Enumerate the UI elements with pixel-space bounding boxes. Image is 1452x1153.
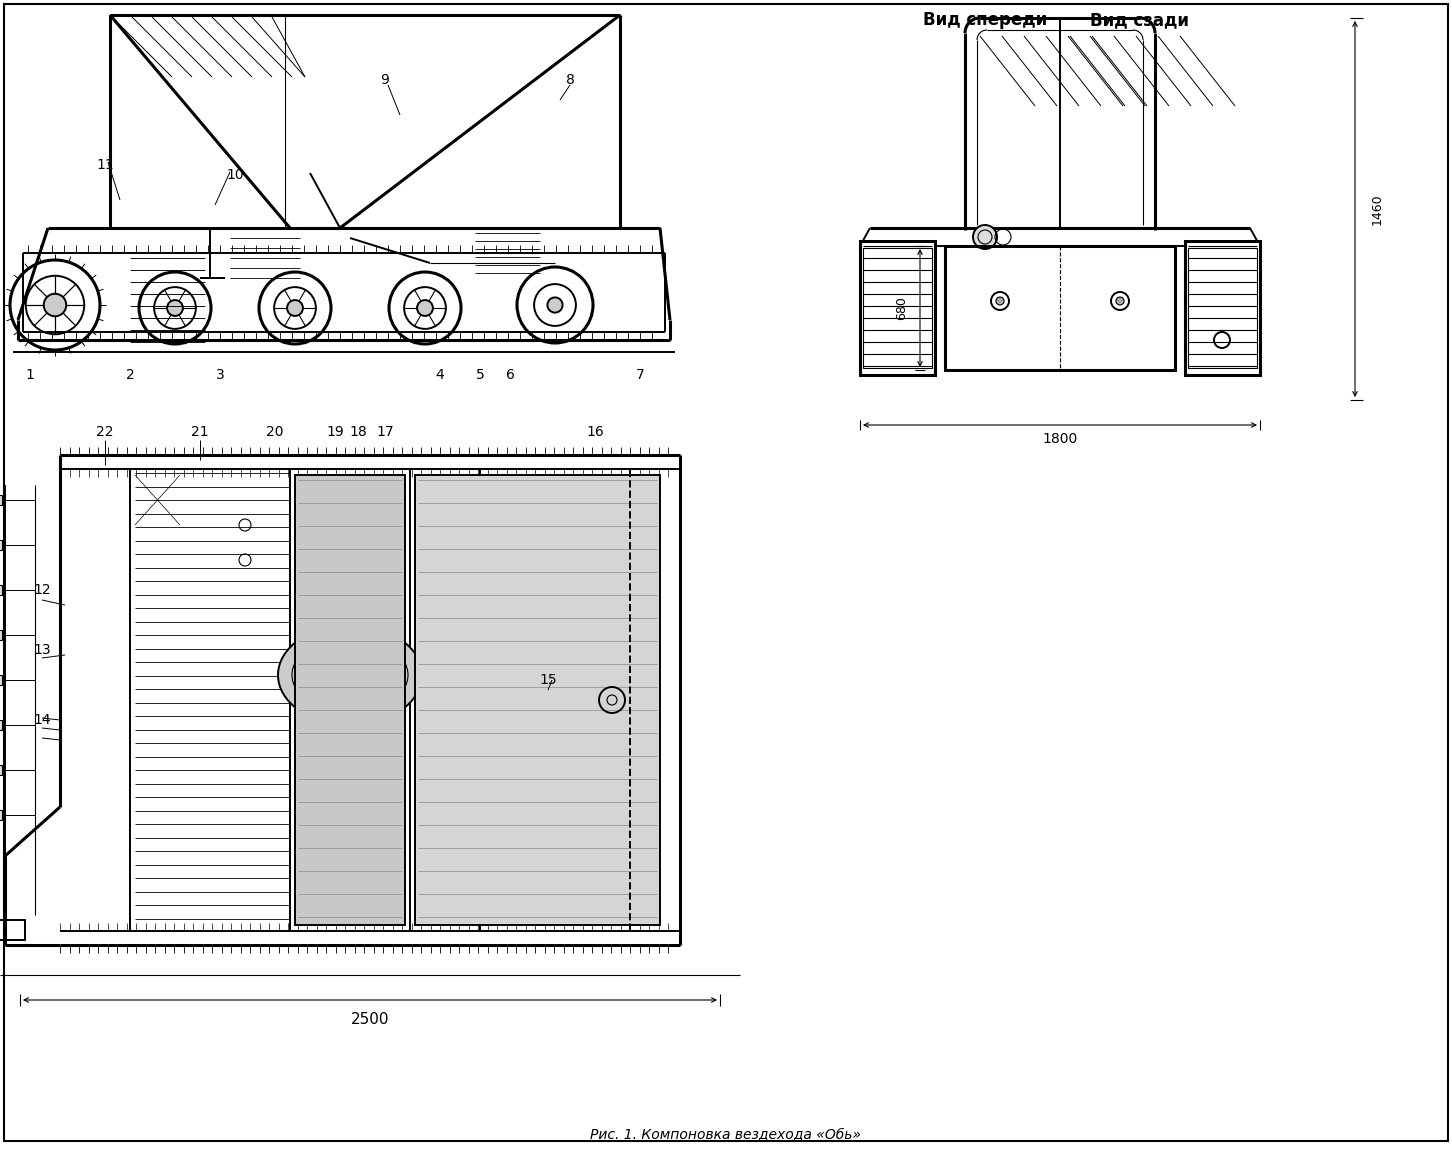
Circle shape <box>348 660 380 691</box>
Bar <box>862 248 932 368</box>
Bar <box>295 475 405 925</box>
Circle shape <box>44 294 67 316</box>
Bar <box>0 585 1 595</box>
Bar <box>0 811 1 820</box>
Text: 1: 1 <box>26 368 35 382</box>
Bar <box>415 475 661 925</box>
Bar <box>0 630 1 640</box>
Bar <box>0 719 1 730</box>
Bar <box>1188 248 1257 368</box>
Text: 8: 8 <box>566 73 575 86</box>
Text: 3: 3 <box>216 368 225 382</box>
Text: 20: 20 <box>266 425 283 439</box>
Ellipse shape <box>277 625 423 725</box>
Text: Рис. 1. Компоновка вездехода «Обь»: Рис. 1. Компоновка вездехода «Обь» <box>591 1128 861 1141</box>
Text: 15: 15 <box>539 673 556 687</box>
Bar <box>860 241 935 375</box>
Text: 21: 21 <box>192 425 209 439</box>
Bar <box>0 675 1 685</box>
Bar <box>945 246 1175 370</box>
Circle shape <box>417 300 433 316</box>
Text: 2: 2 <box>126 368 135 382</box>
Text: Вид сзади: Вид сзади <box>1090 12 1189 29</box>
Text: 1800: 1800 <box>1043 432 1077 446</box>
Bar <box>1185 241 1260 375</box>
Text: 12: 12 <box>33 583 51 597</box>
Text: 6: 6 <box>505 368 514 382</box>
Text: 11: 11 <box>96 158 113 172</box>
Circle shape <box>314 657 350 693</box>
Bar <box>0 920 25 940</box>
Text: 1460: 1460 <box>1371 194 1384 225</box>
Text: 22: 22 <box>96 425 113 439</box>
Text: 13: 13 <box>33 643 51 657</box>
Bar <box>0 540 1 550</box>
Text: 4: 4 <box>436 368 444 382</box>
Circle shape <box>996 297 1003 306</box>
Text: 16: 16 <box>587 425 604 439</box>
Circle shape <box>287 300 303 316</box>
Text: 2500: 2500 <box>351 1012 389 1027</box>
Circle shape <box>1117 297 1124 306</box>
Text: 18: 18 <box>348 425 367 439</box>
Bar <box>0 495 1 505</box>
Circle shape <box>973 225 998 249</box>
Text: 17: 17 <box>376 425 393 439</box>
Text: 680: 680 <box>896 296 909 319</box>
Text: 5: 5 <box>476 368 485 382</box>
Text: 19: 19 <box>327 425 344 439</box>
Bar <box>0 764 1 775</box>
Text: 14: 14 <box>33 713 51 728</box>
Circle shape <box>547 297 562 312</box>
Text: 10: 10 <box>227 168 244 182</box>
Circle shape <box>167 300 183 316</box>
Text: Вид спереди: Вид спереди <box>923 12 1047 29</box>
Text: 9: 9 <box>380 73 389 86</box>
Text: 7: 7 <box>636 368 645 382</box>
